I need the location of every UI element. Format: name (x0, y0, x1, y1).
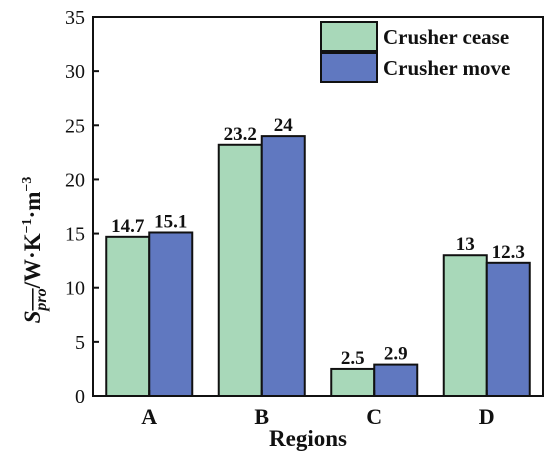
data-label-b-series-2: 24 (274, 115, 294, 136)
y-tick-label-0: 0 (75, 386, 85, 408)
bar-a-series-2 (148, 231, 194, 397)
y-tick-label-5: 5 (75, 332, 85, 354)
y-tick-label-35: 35 (65, 7, 85, 29)
bar-c-series-2 (373, 363, 419, 397)
data-label-d-series-1: 13 (456, 234, 475, 255)
data-label-d-series-2: 12.3 (492, 242, 525, 263)
x-tick-label-c: C (366, 404, 382, 429)
bar-b-series-2 (260, 135, 306, 397)
data-label-a-series-1: 14.7 (111, 216, 145, 237)
y-axis-subscript: pro (33, 288, 50, 312)
y-axis-unit-exp2: −3 (20, 177, 35, 192)
y-axis-title-text: Spro/W·K−1·m−3 (20, 177, 50, 324)
legend-label-1: Crusher cease (383, 25, 509, 49)
bar-d-series-1 (442, 254, 488, 397)
data-label-a-series-2: 15.1 (154, 211, 187, 232)
y-tick-label-25: 25 (65, 115, 85, 137)
bar-d-series-2 (485, 261, 531, 397)
y-tick-label-15: 15 (65, 224, 85, 246)
x-axis-title: Regions (269, 426, 347, 451)
y-tick-label-20: 20 (65, 169, 85, 191)
y-axis-unit-prefix: /W·K (20, 233, 45, 289)
data-label-c-series-2: 2.9 (384, 344, 408, 365)
x-tick-label-a: A (141, 404, 157, 429)
plot-area: 14.7 15.1 A 23.2 24 B 2.5 2.9 C 13 12.3 D 0 5 10 15 20 25… (65, 7, 544, 429)
y-tick-label-10: 10 (65, 278, 85, 300)
data-label-c-series-1: 2.5 (341, 348, 365, 369)
legend-swatch-2 (320, 52, 378, 83)
y-axis-symbol: S (20, 311, 45, 324)
bar-b-series-1 (217, 143, 263, 397)
bar-c-series-1 (330, 367, 376, 397)
y-axis-unit-mid: ·m (20, 192, 45, 219)
y-axis-unit-exp1: −1 (20, 218, 35, 233)
y-axis-title: Spro/W·K−1·m−3 (20, 177, 50, 324)
data-label-b-series-1: 23.2 (224, 124, 257, 145)
legend-label-2: Crusher move (383, 56, 510, 80)
x-tick-label-d: D (479, 404, 495, 429)
y-tick-label-30: 30 (65, 61, 85, 83)
legend-swatch-1 (320, 21, 378, 52)
bar-a-series-1 (105, 235, 151, 397)
x-tick-label-b: B (254, 404, 269, 429)
plot-frame (92, 16, 544, 397)
